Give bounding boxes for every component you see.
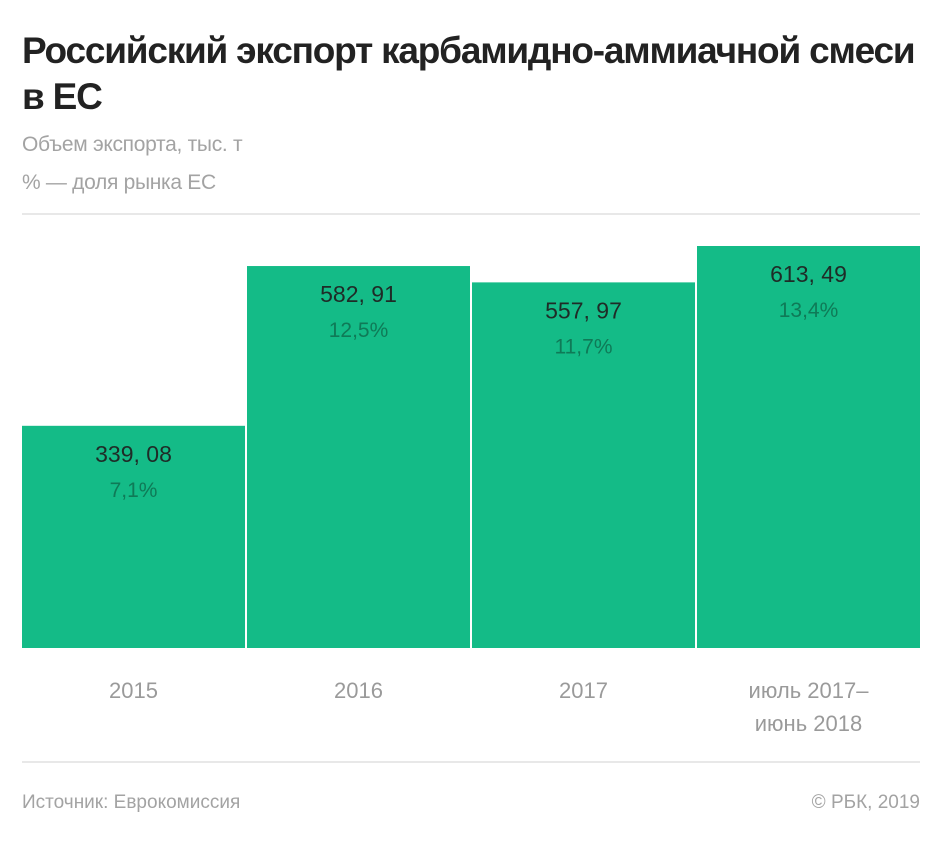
bar-share-label: 13,4%	[779, 299, 839, 322]
bar-share-label: 7,1%	[110, 479, 158, 502]
bar	[247, 266, 470, 648]
subtitle-volume: Объем экспорта, тыс. т	[22, 133, 243, 156]
source-note: Источник: Еврокомиссия	[22, 792, 241, 813]
bar	[697, 246, 920, 648]
top-divider	[22, 213, 920, 215]
bar-share-label: 12,5%	[329, 319, 389, 342]
bar-value-label: 582, 91	[320, 281, 397, 307]
x-tick-label: июль 2017–	[749, 678, 870, 703]
bar-share-label: 11,7%	[555, 335, 613, 358]
subtitle-share: % — доля рынка ЕС	[22, 171, 216, 194]
bar-value-label: 557, 97	[545, 297, 622, 323]
copyright: © РБК, 2019	[811, 792, 920, 813]
x-tick-label: 2017	[559, 678, 608, 703]
x-tick-label: 2015	[109, 678, 158, 703]
x-tick-label: июнь 2018	[755, 711, 862, 736]
bottom-divider	[22, 761, 920, 763]
bar-value-label: 613, 49	[770, 261, 847, 287]
bar-chart: 339, 08 7,1% 2015 582, 91 12,5% 2016 557, 97 11…	[22, 246, 920, 736]
chart-title: Российский экспорт карбамидно-аммиачной …	[22, 30, 916, 117]
bar	[22, 425, 245, 648]
x-tick-label: 2016	[334, 678, 383, 703]
bar-value-label: 339, 08	[95, 441, 172, 467]
bar	[472, 282, 695, 648]
